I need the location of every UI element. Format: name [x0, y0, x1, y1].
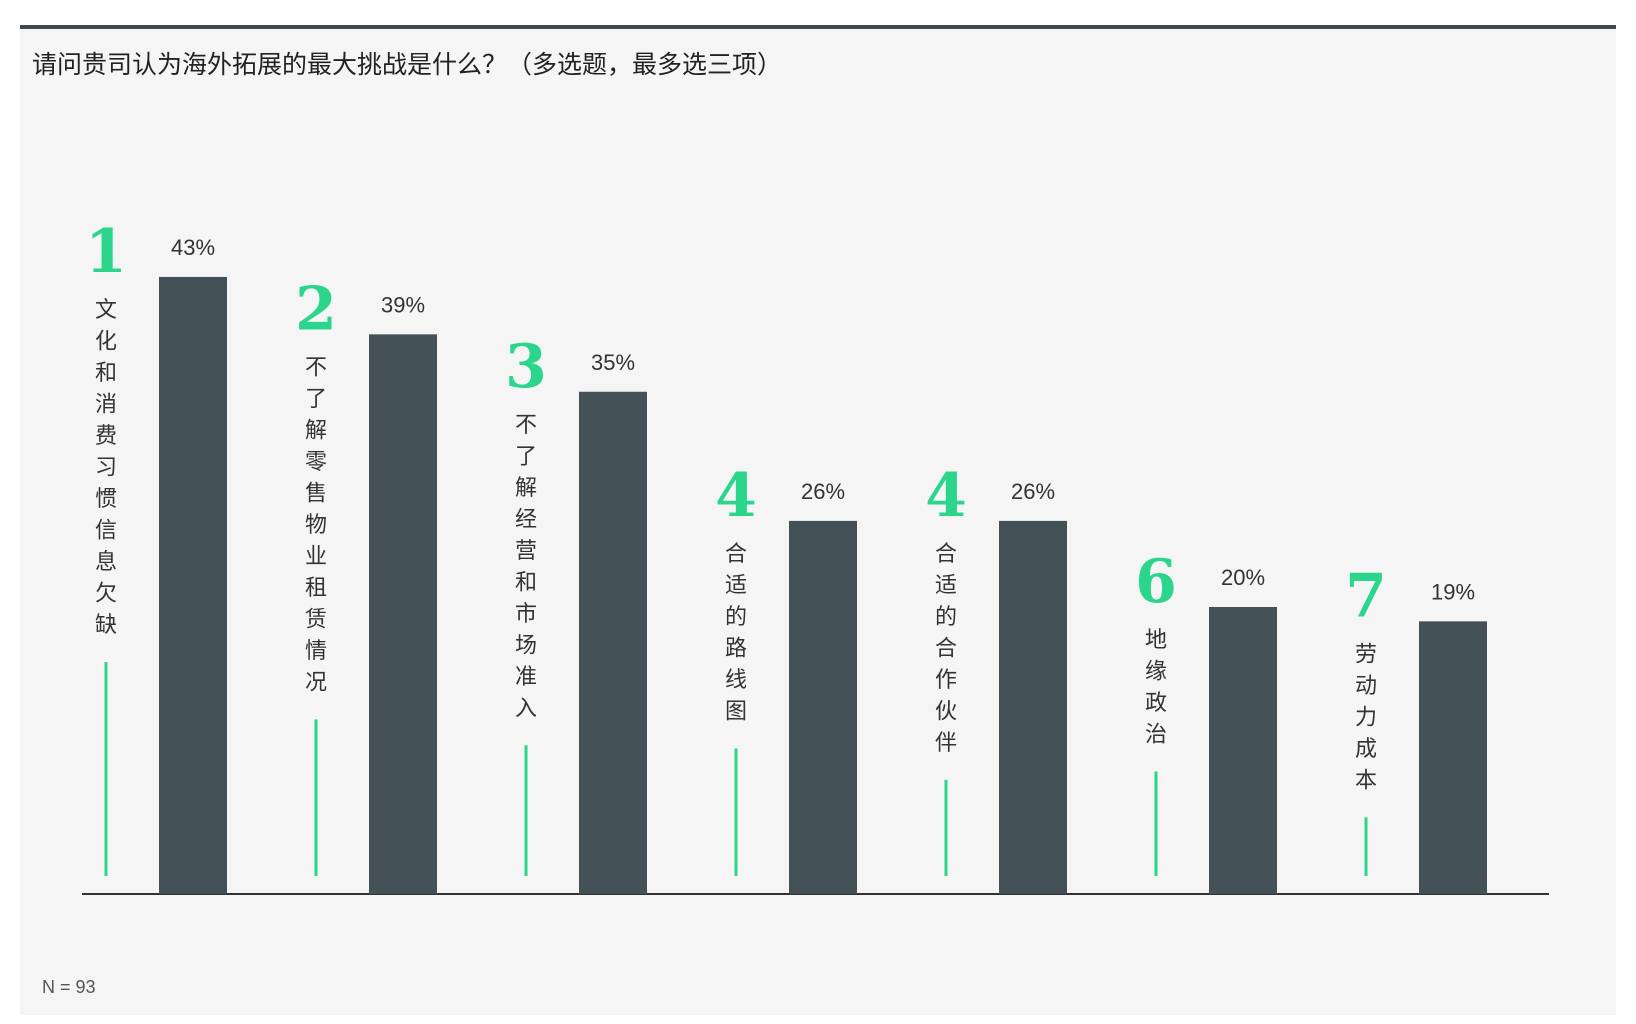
- rank-number: 4: [715, 461, 757, 531]
- bar: [159, 276, 227, 894]
- category-label: 地缘政治: [1145, 628, 1167, 748]
- value-label: 39%: [381, 292, 425, 317]
- bar: [1209, 607, 1277, 894]
- value-label: 26%: [801, 479, 845, 504]
- bar: [1419, 621, 1487, 894]
- chart-title: 请问贵司认为海外拓展的最大挑战是什么？（多选题，最多选三项）: [32, 50, 783, 79]
- rank-number: 2: [295, 274, 337, 344]
- category-label: 劳动力成本: [1355, 642, 1377, 793]
- category-label: 合适的合作伙伴: [935, 542, 957, 756]
- bar: [579, 391, 647, 894]
- category-label: 不了解经营和市场准入: [515, 413, 537, 722]
- bar: [789, 520, 857, 894]
- bar: [999, 520, 1067, 894]
- rank-number: 3: [505, 332, 547, 402]
- rank-number: 4: [925, 461, 967, 531]
- bar: [369, 334, 437, 895]
- chart-marks: 43% 1 文化和消费习惯信息欠缺 39% 2 不了解零售物业租赁情况 35% 3 不了解经营和…: [85, 217, 1487, 895]
- rank-number: 1: [85, 217, 127, 287]
- rank-number: 7: [1345, 561, 1387, 631]
- sample-size-note: N = 93: [42, 977, 96, 997]
- value-label: 26%: [1011, 479, 1055, 504]
- value-label: 35%: [591, 350, 635, 375]
- value-label: 19%: [1431, 579, 1475, 604]
- category-label: 文化和消费习惯信息欠缺: [95, 298, 117, 638]
- category-label: 合适的路线图: [725, 542, 747, 725]
- rank-number: 6: [1135, 547, 1177, 617]
- value-label: 43%: [171, 235, 215, 260]
- category-label: 不了解零售物业租赁情况: [305, 355, 327, 695]
- value-label: 20%: [1221, 565, 1265, 590]
